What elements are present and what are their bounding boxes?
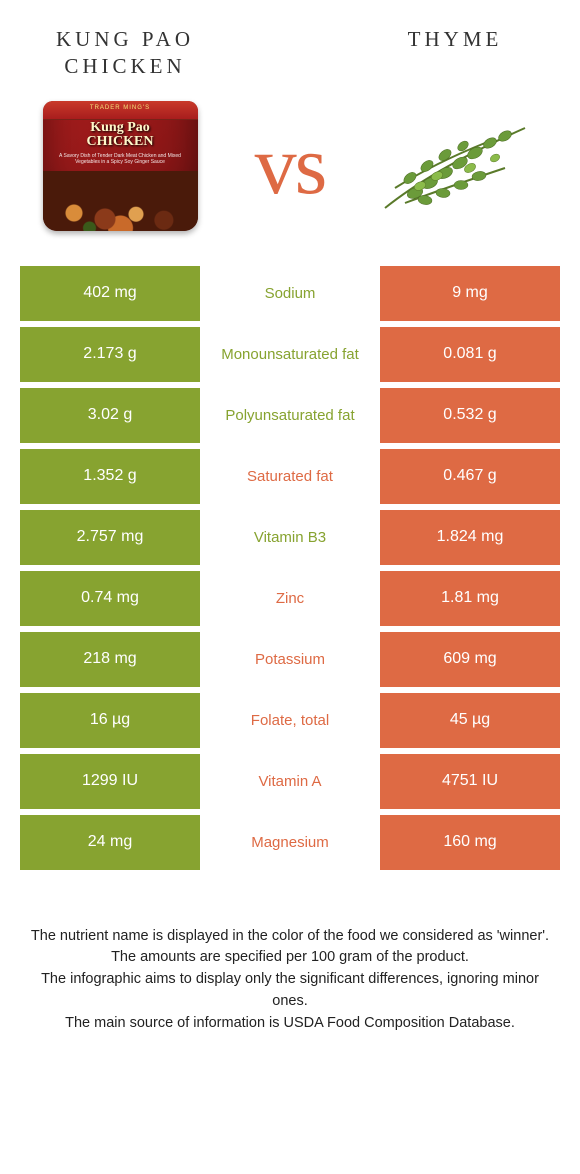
nutrient-name: Potassium [200, 632, 380, 687]
header-right: Thyme [350, 20, 560, 53]
right-value: 160 mg [380, 815, 560, 870]
image-row: TRADER MING'S Kung Pao CHICKEN A Savory … [0, 81, 580, 266]
table-row: 0.74 mgZinc1.81 mg [20, 571, 560, 626]
right-value: 0.467 g [380, 449, 560, 504]
right-value: 0.081 g [380, 327, 560, 382]
table-row: 1299 IUVitamin A4751 IU [20, 754, 560, 809]
kung-pao-packet-icon: TRADER MING'S Kung Pao CHICKEN A Savory … [43, 101, 198, 231]
thyme-sprig-icon [375, 108, 545, 223]
packet-food-art [43, 171, 198, 231]
nutrient-name: Zinc [200, 571, 380, 626]
right-value: 9 mg [380, 266, 560, 321]
right-value: 609 mg [380, 632, 560, 687]
packet-subtitle: A Savory Dish of Tender Dark Meat Chicke… [48, 153, 193, 165]
footnote-line: The nutrient name is displayed in the co… [25, 926, 555, 948]
right-food-image [360, 96, 560, 236]
nutrient-name: Folate, total [200, 693, 380, 748]
table-row: 24 mgMagnesium160 mg [20, 815, 560, 870]
packet-title-l2: CHICKEN [87, 134, 154, 149]
header-row: Kung Pao Chicken Thyme [0, 0, 580, 81]
footnote-line: The infographic aims to display only the… [25, 969, 555, 1013]
footnote-line: The main source of information is USDA F… [25, 1013, 555, 1035]
left-food-image: TRADER MING'S Kung Pao CHICKEN A Savory … [20, 96, 220, 236]
left-value: 1299 IU [20, 754, 200, 809]
table-row: 1.352 gSaturated fat0.467 g [20, 449, 560, 504]
left-value: 16 µg [20, 693, 200, 748]
table-row: 3.02 gPolyunsaturated fat0.532 g [20, 388, 560, 443]
nutrient-name: Polyunsaturated fat [200, 388, 380, 443]
left-value: 3.02 g [20, 388, 200, 443]
nutrient-name: Monounsaturated fat [200, 327, 380, 382]
table-row: 402 mgSodium9 mg [20, 266, 560, 321]
packet-brand: TRADER MING'S [43, 105, 198, 111]
nutrient-name: Saturated fat [200, 449, 380, 504]
right-value: 1.81 mg [380, 571, 560, 626]
packet-title: Kung Pao CHICKEN [43, 121, 198, 150]
left-value: 402 mg [20, 266, 200, 321]
nutrient-table: 402 mgSodium9 mg 2.173 gMonounsaturated f… [20, 266, 560, 870]
table-row: 2.757 mgVitamin B31.824 mg [20, 510, 560, 565]
nutrient-name: Vitamin B3 [200, 510, 380, 565]
right-value: 1.824 mg [380, 510, 560, 565]
right-value: 45 µg [380, 693, 560, 748]
left-value: 2.757 mg [20, 510, 200, 565]
right-value: 0.532 g [380, 388, 560, 443]
footnote-line: The amounts are specified per 100 gram o… [25, 947, 555, 969]
header-left: Kung Pao Chicken [20, 20, 230, 81]
right-value: 4751 IU [380, 754, 560, 809]
left-value: 2.173 g [20, 327, 200, 382]
left-value: 1.352 g [20, 449, 200, 504]
nutrient-name: Vitamin A [200, 754, 380, 809]
left-value: 0.74 mg [20, 571, 200, 626]
vs-label: vs [220, 117, 360, 214]
nutrient-name: Sodium [200, 266, 380, 321]
footnotes: The nutrient name is displayed in the co… [0, 876, 580, 1035]
packet-title-l1: Kung Pao [90, 120, 150, 135]
table-row: 16 µgFolate, total45 µg [20, 693, 560, 748]
table-row: 218 mgPotassium609 mg [20, 632, 560, 687]
left-value: 24 mg [20, 815, 200, 870]
table-row: 2.173 gMonounsaturated fat0.081 g [20, 327, 560, 382]
nutrient-name: Magnesium [200, 815, 380, 870]
infographic-container: Kung Pao Chicken Thyme TRADER MING'S Kun… [0, 0, 580, 1034]
left-value: 218 mg [20, 632, 200, 687]
